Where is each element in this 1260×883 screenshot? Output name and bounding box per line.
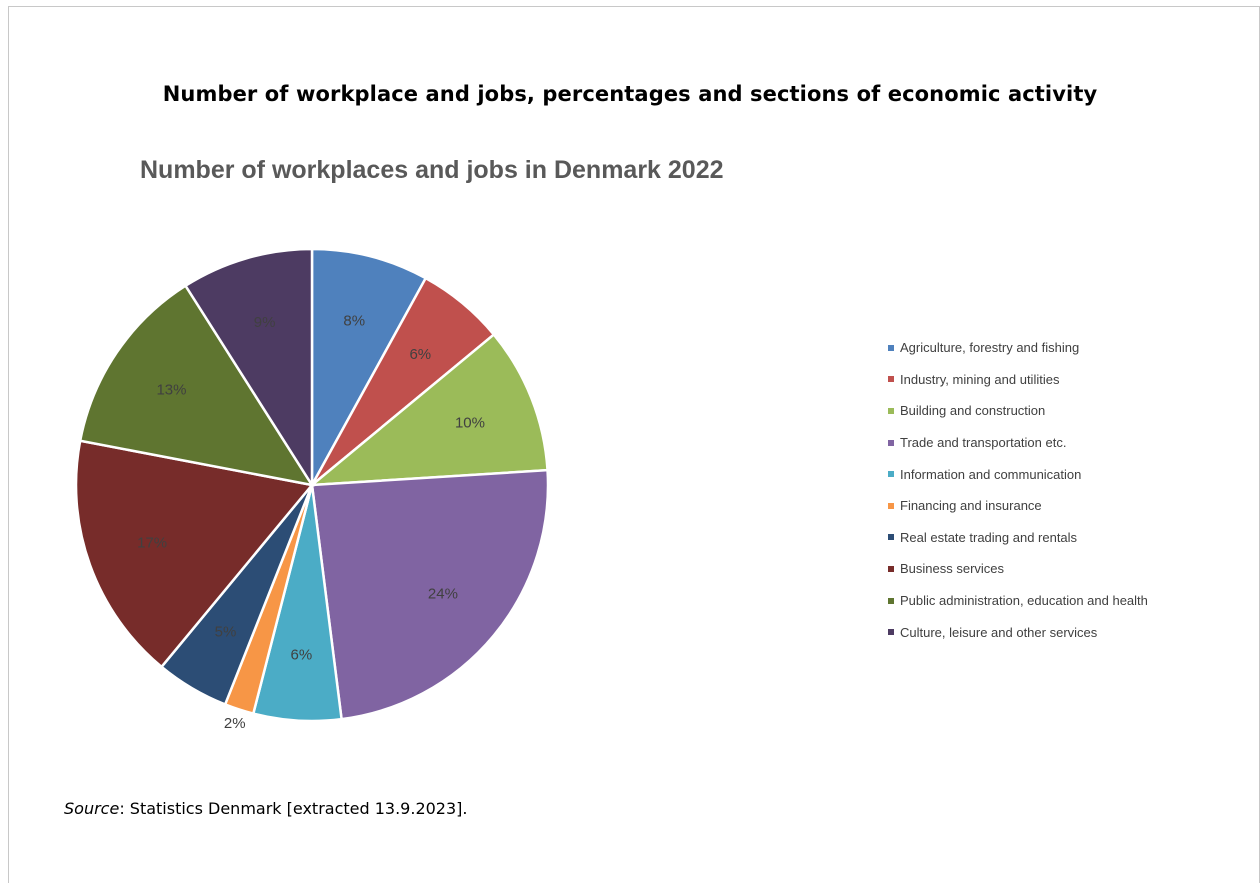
legend-swatch [888,376,894,383]
chart-title: Number of workplaces and jobs in Denmark… [140,156,724,184]
slice-label-4: 24% [428,585,458,602]
legend-swatch [888,629,894,636]
legend-item: Public administration, education and hea… [888,585,1148,617]
legend-swatch [888,565,894,572]
legend-item: Financing and insurance [888,490,1148,522]
pie-slice-1 [310,247,428,486]
slice-label-8: 17% [137,535,167,552]
legend-swatch [888,471,894,478]
legend-item: Agriculture, forestry and fishing [888,332,1148,364]
legend-label: Real estate trading and rentals [900,529,1078,545]
pie-slice-4 [310,468,550,721]
slice-label-3: 10% [455,414,485,431]
figure-heading: Number of workplace and jobs, percentage… [162,82,1098,106]
source-label: Source [64,799,120,818]
pie-slice-9 [78,284,315,487]
slice-label-9: 13% [156,381,186,398]
slice-label-10: 9% [254,314,276,331]
source-note: Source: Statistics Denmark [extracted 13… [64,799,467,818]
legend-swatch [888,502,894,509]
slice-label-7: 5% [215,623,237,640]
legend-swatch [888,344,894,351]
legend-item: Building and construction [888,395,1148,427]
slice-label-2: 6% [409,346,431,363]
slice-label-5: 6% [290,647,312,664]
legend-label: Agriculture, forestry and fishing [900,340,1080,356]
legend-swatch [888,407,894,414]
legend-swatch [888,597,894,604]
legend-item: Real estate trading and rentals [888,522,1148,554]
legend-label: Public administration, education and hea… [900,593,1148,609]
legend-label: Information and communication [900,466,1082,482]
pie-slice-10 [183,247,314,490]
legend-label: Financing and insurance [900,498,1042,514]
legend-label: Trade and transportation etc. [900,435,1067,451]
source-text: : Statistics Denmark [extracted 13.9.202… [119,799,468,818]
legend-swatch [888,439,894,446]
chart-legend: Agriculture, forestry and fishing Industr… [888,332,1148,648]
legend-label: Business services [900,561,1005,577]
legend-item: Industry, mining and utilities [888,364,1148,396]
legend-label: Culture, leisure and other services [900,624,1098,640]
legend-item: Culture, leisure and other services [888,616,1148,648]
pie-slice-8 [74,439,315,669]
legend-item: Business services [888,553,1148,585]
pie-chart: 8% 6% 10% 24% 6% 2% 5% 17% 13% 9% [74,247,550,732]
pie-slice-3 [308,332,549,487]
legend-label: Building and construction [900,403,1046,419]
legend-swatch [888,534,894,541]
slice-label-1: 8% [343,312,365,329]
legend-item: Trade and transportation etc. [888,427,1148,459]
legend-item: Information and communication [888,458,1148,490]
legend-label: Industry, mining and utilities [900,371,1060,387]
slice-label-6: 2% [224,715,246,732]
